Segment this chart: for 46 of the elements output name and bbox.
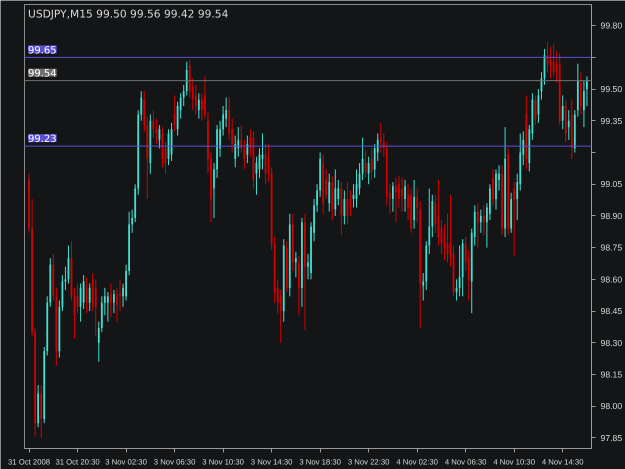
candlestick <box>119 278 121 312</box>
candlestick <box>76 283 78 314</box>
candlestick <box>110 283 112 318</box>
candlestick <box>446 213 448 263</box>
candlestick <box>392 182 394 212</box>
candlestick <box>198 92 200 120</box>
candlestick <box>534 94 536 126</box>
candlestick <box>264 144 266 185</box>
candlestick <box>364 150 367 178</box>
candlestick <box>246 135 248 164</box>
y-tick-label: 99.35 <box>600 116 622 126</box>
candlestick <box>413 179 416 230</box>
candlestick <box>106 292 109 322</box>
y-tick-label: 98.30 <box>600 338 622 348</box>
candlestick <box>346 182 348 225</box>
candlestick <box>113 289 115 314</box>
y-tick-label: 97.85 <box>600 432 622 443</box>
candlestick <box>404 179 406 212</box>
candlestick <box>368 156 370 185</box>
y-tick-label: 98.75 <box>600 242 622 253</box>
candlestick <box>492 168 494 206</box>
candlestick <box>200 92 203 122</box>
candlestick <box>86 276 88 314</box>
y-tick-label: 98.90 <box>600 210 622 221</box>
candlestick <box>262 132 264 170</box>
y-tick-label: 99.05 <box>600 179 622 190</box>
candlestick <box>343 190 346 225</box>
ref-line-label: 99.54 <box>28 68 57 80</box>
candlestick <box>395 177 397 223</box>
y-tick-label: 99.50 <box>600 84 622 94</box>
chart-title: USDJPY,M15 99.50 99.56 99.42 99.54 <box>28 8 229 20</box>
y-tick-label: 98.45 <box>600 306 622 316</box>
candlestick <box>350 190 352 216</box>
candlestick <box>294 251 297 278</box>
candlestick <box>174 94 176 132</box>
candlestick <box>583 80 585 128</box>
candlestick <box>352 184 354 208</box>
y-tick-label: 98.00 <box>600 401 622 412</box>
y-tick-label: 99.80 <box>600 20 622 31</box>
y-tick-label: 98.15 <box>600 370 622 380</box>
candlestick <box>482 204 485 236</box>
y-tick-label: 98.60 <box>600 274 622 284</box>
candlestick <box>158 124 160 149</box>
candlestick <box>580 72 582 115</box>
candlestick <box>401 177 403 212</box>
candlestick <box>550 46 552 79</box>
